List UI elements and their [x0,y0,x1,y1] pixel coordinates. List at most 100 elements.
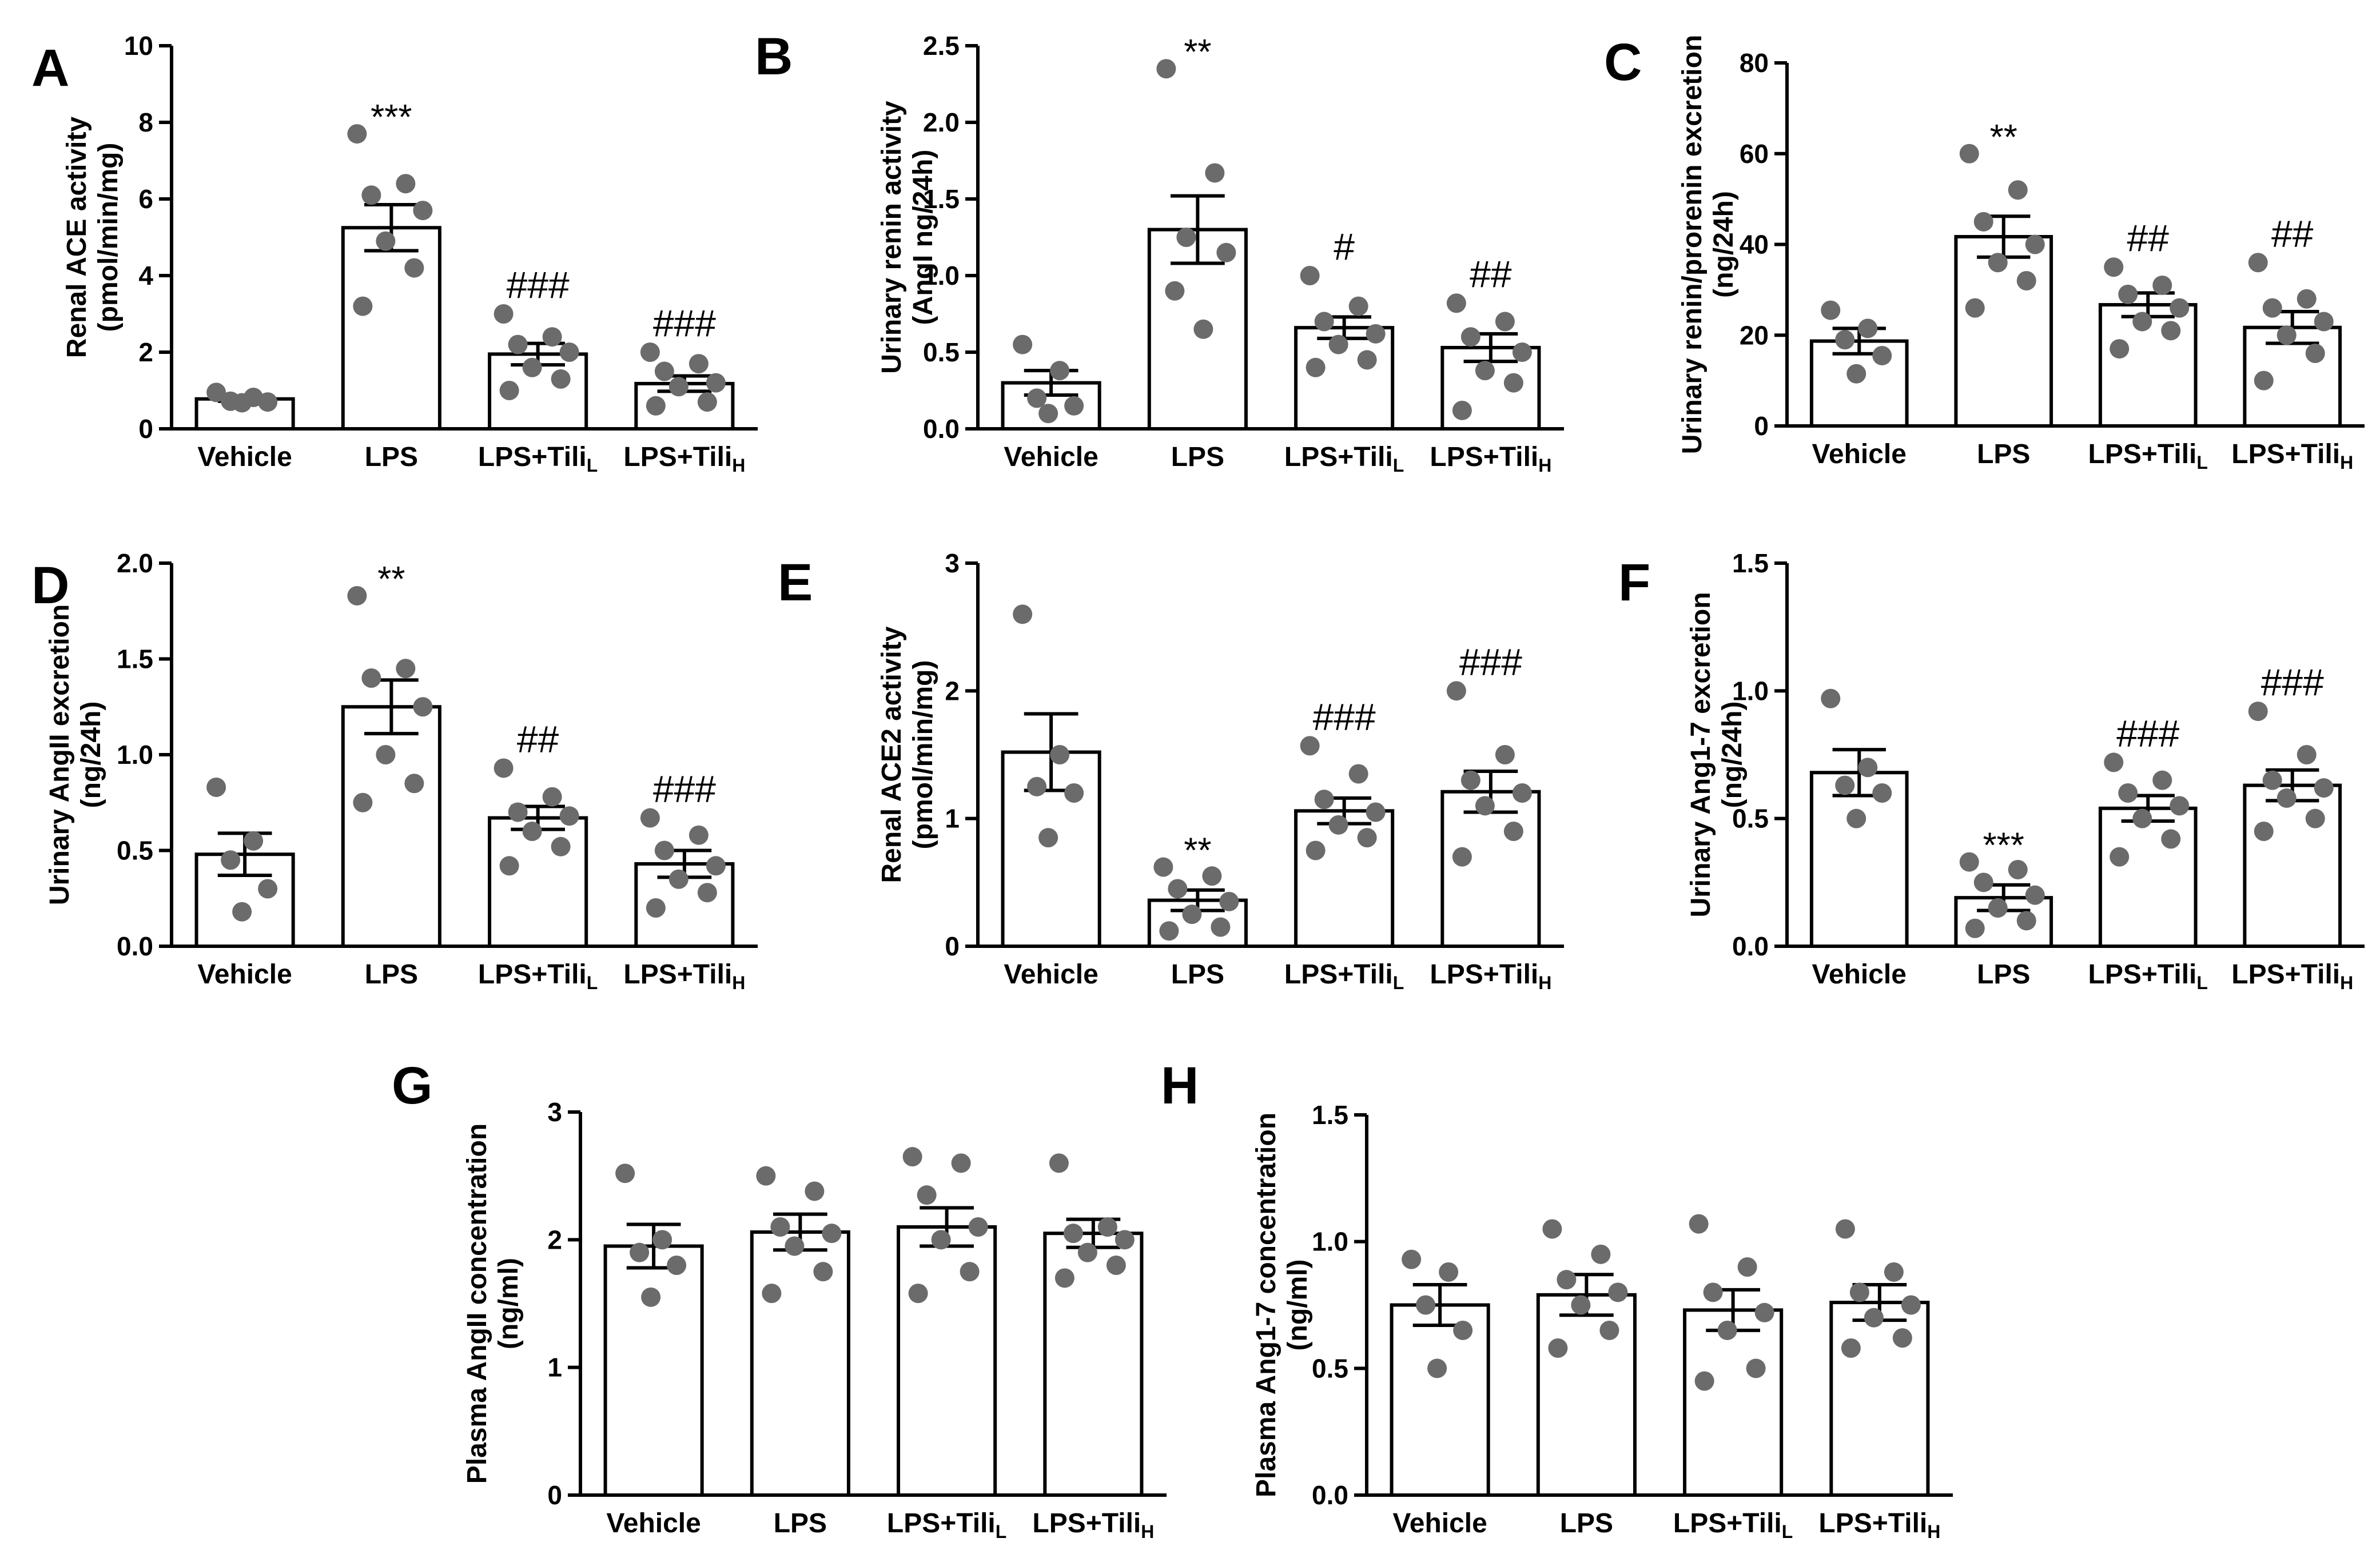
category-main-text: LPS+Tili [1284,959,1393,990]
data-point [652,1230,672,1250]
significance-label: ## [517,718,559,760]
x-category-label: Vehicle [197,442,292,472]
x-category-label: LPS [1171,442,1224,472]
y-tick-label: 2.5 [923,31,960,61]
x-category-label: Vehicle [1004,442,1098,472]
data-point [1965,918,1985,938]
data-point [1216,242,1236,262]
significance-label: *** [1983,826,2024,866]
category-main-text: LPS [1977,959,2030,990]
data-point [2025,885,2045,905]
category-main-text: Vehicle [1812,439,1907,469]
data-point [2132,312,2152,332]
data-point [376,231,396,251]
data-point [1864,1308,1884,1328]
y-tick-label: 1.5 [117,644,153,674]
data-point [1439,1262,1459,1282]
data-point [1427,1358,1447,1378]
data-point [404,774,424,794]
significance-label: ### [2116,712,2179,754]
data-point [542,787,562,807]
y-tick-label: 40 [1740,230,1769,260]
significance-label: # [1334,225,1355,268]
data-point [559,806,579,826]
data-point [1153,857,1173,877]
y-axis-title: Renal ACE activity [62,117,92,358]
y-tick-label: 0.5 [117,836,153,866]
y-tick-label: 2 [945,676,960,706]
category-subscript: L [1782,1521,1793,1542]
data-point [1453,1320,1473,1340]
category-subscript: H [1538,973,1551,993]
y-tick-label: 1.0 [1732,676,1769,706]
significance-label: ## [2127,217,2170,259]
bar [1440,790,1541,949]
data-point [2170,796,2190,816]
category-main-text: Vehicle [1004,959,1098,990]
data-point [2254,822,2274,841]
x-category-label: Vehicle [197,959,292,990]
x-category-label: LPS [774,1508,827,1539]
data-point [668,869,688,889]
x-category-label: Vehicle [1812,959,1907,990]
data-point [1959,144,1979,164]
data-point [1892,1328,1912,1348]
y-tick-label: 0.0 [1312,1480,1348,1510]
data-point [2276,325,2297,345]
y-axis-title: Renal ACE2 activity [877,626,907,883]
category-main-text: LPS+Tili [887,1508,996,1539]
bar [2098,806,2198,949]
data-point [1366,802,1386,822]
data-point [1097,1217,1117,1237]
data-point [353,296,373,316]
data-point [499,381,519,400]
data-point [1452,400,1472,420]
y-tick-label: 6 [138,184,153,214]
data-point [1314,790,1334,810]
y-tick-label: 1 [547,1353,562,1382]
data-point [908,1284,928,1304]
category-main-text: Vehicle [1812,959,1907,990]
panel-letter: B [755,27,793,86]
data-point [2110,847,2130,867]
data-point [1064,396,1084,416]
data-point [902,1147,922,1167]
data-point [1821,300,1841,320]
category-main-text: LPS [365,959,418,990]
panel-letter: H [1161,1057,1199,1115]
data-point [1872,345,1892,365]
data-point [640,342,660,362]
data-point [1156,59,1176,79]
category-subscript: H [1141,1521,1154,1542]
data-point [522,822,542,841]
category-main-text: LPS [774,1508,827,1539]
data-point [646,898,666,918]
data-point [1219,891,1239,911]
bar [1390,1303,1490,1497]
category-main-text: LPS [365,442,418,472]
data-point [1599,1320,1619,1340]
panel-letter: E [778,553,813,612]
y-tick-label: 1 [945,804,960,834]
data-point [2016,271,2036,290]
significance-label: ** [1990,118,2017,157]
y-tick-label: 3 [547,1097,562,1127]
data-point [1176,228,1196,247]
x-category-label: LPS+TiliH [2231,439,2353,473]
y-tick-label: 0.5 [1312,1353,1348,1383]
category-main-text: Vehicle [1392,1508,1487,1539]
data-point [508,334,528,354]
data-point [1168,879,1188,899]
bar [603,1244,704,1497]
data-point [1694,1371,1714,1391]
data-point [1306,840,1326,860]
data-point [1841,1338,1861,1358]
y-tick-label: 0 [138,414,153,444]
category-main-text: Vehicle [606,1508,701,1539]
data-point [1300,266,1320,285]
data-point [2008,180,2028,200]
data-point [951,1153,971,1173]
chart-panel-g: G 0 1 2 3 Plasma AngII concentration (ng/ml) Ve… [392,1057,1167,1542]
data-point [1835,330,1855,350]
data-point [706,856,726,876]
